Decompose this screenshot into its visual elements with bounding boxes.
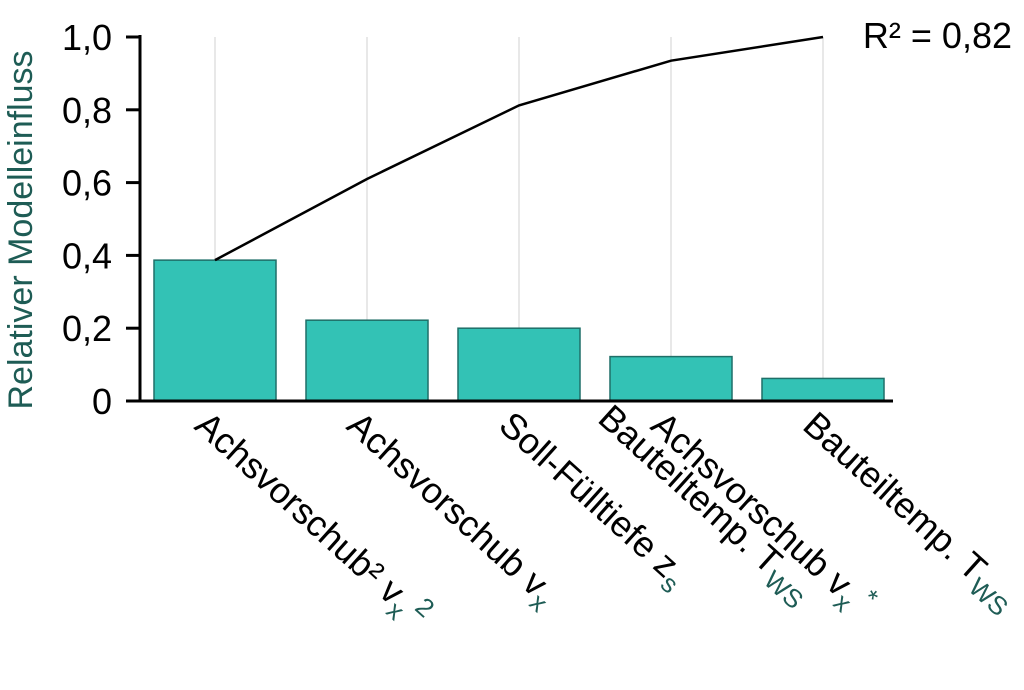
bar	[305, 319, 429, 402]
cumulative-line-group	[214, 35, 824, 262]
y-axis-label: Relativer Modelleinfluss	[2, 50, 40, 409]
y-tick-label: 0,6	[62, 163, 112, 204]
y-tick-label: 1,0	[62, 17, 112, 58]
r-squared-annotation: R² = 0,82	[863, 15, 1012, 56]
bar	[609, 355, 733, 402]
axes	[126, 35, 893, 403]
y-tick-label: 0	[92, 381, 112, 422]
bar	[761, 377, 885, 402]
bar	[457, 327, 581, 402]
bars	[153, 259, 885, 402]
bar	[153, 259, 277, 402]
y-tick-label: 0,4	[62, 235, 112, 276]
y-tick-label: 0,8	[62, 90, 112, 131]
y-tick-labels: 0 0,2 0,4 0,6 0,8 1,0	[62, 17, 140, 422]
y-tick-label: 0,2	[62, 308, 112, 349]
cumulative-line	[214, 35, 824, 262]
